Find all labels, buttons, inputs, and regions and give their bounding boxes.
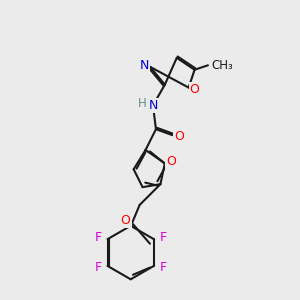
Text: F: F xyxy=(160,231,167,244)
Text: O: O xyxy=(121,214,130,227)
Text: O: O xyxy=(174,130,184,143)
Text: O: O xyxy=(167,155,176,168)
Text: F: F xyxy=(160,261,167,274)
Text: CH₃: CH₃ xyxy=(212,59,233,72)
Text: F: F xyxy=(94,261,102,274)
Text: N: N xyxy=(140,59,149,72)
Text: O: O xyxy=(190,82,200,96)
Text: F: F xyxy=(94,231,102,244)
Text: H: H xyxy=(138,98,147,110)
Text: N: N xyxy=(149,99,158,112)
